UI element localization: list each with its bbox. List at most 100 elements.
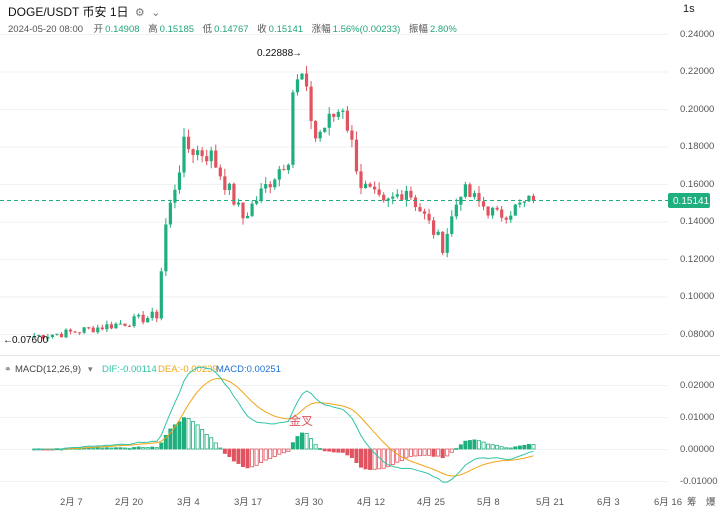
candle-body <box>250 203 254 216</box>
candle-body <box>223 176 227 190</box>
macd-bar <box>413 448 418 457</box>
macd-label[interactable]: MACD(12,26,9) <box>15 364 81 375</box>
macd-bar <box>163 434 168 450</box>
macd-bar <box>91 447 96 450</box>
candle-body <box>137 314 141 317</box>
candle-body <box>227 183 231 190</box>
macd-bar <box>363 448 368 470</box>
gear-icon[interactable]: ⚙ <box>134 7 145 19</box>
candle-body <box>481 201 486 207</box>
macd-bar <box>495 444 500 450</box>
pair-name[interactable]: DOGE/USDT <box>8 5 80 19</box>
macd-bar <box>472 439 477 450</box>
candle-body <box>314 120 318 139</box>
candle-body <box>146 317 150 323</box>
macd-bar <box>440 448 445 459</box>
candle-body <box>391 196 395 199</box>
candle-body <box>436 231 440 235</box>
time-tick: 6月 3 <box>597 497 620 508</box>
chips-button[interactable]: 筹 <box>687 496 697 508</box>
candle-body <box>395 194 399 197</box>
macd-dea: DEA:-0.00239 <box>158 364 218 375</box>
candle-body <box>255 200 259 204</box>
macd-bar <box>517 445 522 450</box>
candle-body <box>336 111 340 117</box>
macd-bar <box>458 444 463 450</box>
macd-bar <box>445 448 450 457</box>
time-tick: 6月 16 <box>654 497 682 508</box>
macd-bar <box>381 448 386 469</box>
macd-bar <box>222 448 227 454</box>
macd-histogram <box>32 417 536 470</box>
macd-bar <box>127 447 132 450</box>
candle-body <box>200 150 204 157</box>
macd-bar <box>254 448 259 466</box>
low-value: 0.14767 <box>214 24 249 35</box>
exchange-name: 币安 <box>82 5 107 19</box>
macd-bar <box>486 443 491 450</box>
candle-body <box>82 327 86 333</box>
close-label: 收 <box>257 24 267 35</box>
candle-body <box>531 195 536 201</box>
candle-body <box>87 327 91 329</box>
high-marker: 0.22888 <box>257 48 294 59</box>
macd-bar <box>132 447 137 450</box>
macd-bar <box>95 447 100 450</box>
macd-bar <box>454 447 459 450</box>
candle-body <box>445 233 449 253</box>
candle-datetime: 2024-05-20 08:00 <box>8 24 84 35</box>
macd-bar <box>268 448 273 459</box>
macd-bar <box>513 446 518 450</box>
low-label: 低 <box>202 24 213 35</box>
candle-body <box>477 193 481 202</box>
golden-cross-annotation: 金叉 <box>289 413 313 428</box>
ohlc-readout: 2024-05-20 08:00 开 0.14908 高 0.15185 低 0.14… <box>8 21 463 35</box>
interval-label[interactable]: 1日 <box>109 5 129 19</box>
candle-body <box>41 334 45 339</box>
macd-bar <box>191 421 196 450</box>
price-tick: 0.20000 <box>680 104 714 115</box>
candles <box>32 65 536 342</box>
time-tick: 2月 20 <box>115 497 143 508</box>
candle-body <box>268 184 272 188</box>
symbol-selector[interactable]: DOGE/USDT 币安 1日 ⚙ ⌄ <box>8 3 160 20</box>
macd-bar <box>295 436 300 450</box>
candle-body <box>245 215 250 219</box>
macd-bar <box>354 448 359 463</box>
macd-bar <box>154 447 159 450</box>
macd-bar <box>309 438 314 450</box>
macd-bar <box>277 448 282 455</box>
macd-bar <box>522 444 527 450</box>
macd-bar <box>340 448 345 453</box>
candle-body <box>354 139 359 172</box>
candle-body <box>127 325 132 327</box>
liquidation-button[interactable]: 爆 <box>706 496 716 508</box>
candle-body <box>241 202 245 219</box>
high-marker-arrow: → <box>292 48 302 59</box>
time-tick: 2月 7 <box>60 497 83 508</box>
candle-body <box>118 323 123 325</box>
chevron-down-icon[interactable]: ⌄ <box>151 7 161 19</box>
macd-axis: 0.02000 0.01000 0.00000 -0.01000 <box>680 380 718 487</box>
macd-bar <box>281 448 286 454</box>
candle-body <box>109 324 113 329</box>
macd-value: MACD:0.00251 <box>216 364 281 375</box>
candle-body <box>64 329 68 338</box>
candle-body <box>518 202 522 205</box>
candle-body <box>32 335 36 338</box>
candle-body <box>350 130 354 140</box>
indicator-icon[interactable]: ⚭ <box>4 364 12 374</box>
resolution-button[interactable]: 1s <box>683 3 695 15</box>
macd-bar <box>245 448 250 469</box>
dea-line <box>34 377 534 477</box>
current-price-text: 0.15141 <box>673 196 710 207</box>
macd-bar <box>290 442 295 450</box>
price-tick: 0.22000 <box>680 66 714 77</box>
price-tick: 0.10000 <box>680 291 714 302</box>
candle-body <box>214 150 218 168</box>
macd-chevron-icon[interactable]: ▾ <box>88 364 93 374</box>
macd-bar <box>504 447 509 450</box>
macd-bar <box>408 448 413 457</box>
candle-body <box>191 149 195 155</box>
